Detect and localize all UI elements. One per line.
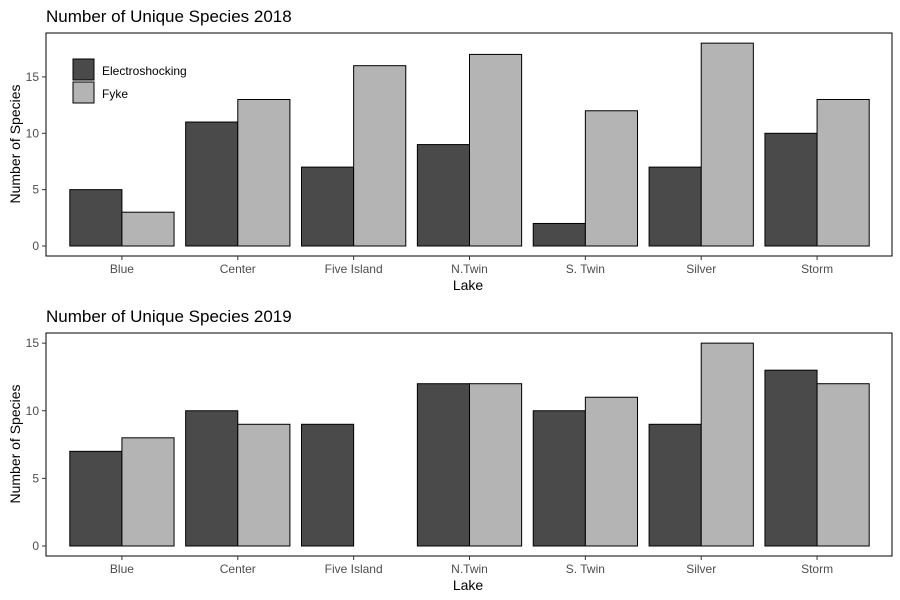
- x-axis-label-2019: Lake: [453, 577, 484, 593]
- legend-swatch-fyke: [72, 81, 95, 104]
- bar-fyke-s-twin: [584, 110, 638, 247]
- bar-fyke-center: [237, 423, 291, 547]
- x-tick-label: N.Twin: [451, 262, 488, 276]
- bar-electroshocking-storm: [764, 132, 818, 247]
- bar-electroshocking-five-island: [301, 423, 355, 547]
- x-tick-label: N.Twin: [451, 562, 488, 576]
- legend-swatch-electroshocking: [72, 58, 95, 81]
- bar-electroshocking-silver: [648, 166, 702, 247]
- x-tick-label: Storm: [801, 262, 833, 276]
- chart-title-2018: Number of Unique Species 2018: [46, 7, 292, 26]
- legend-label-electroshocking: Electroshocking: [102, 64, 187, 78]
- y-tick-label: 0: [32, 539, 39, 553]
- bar-electroshocking-blue: [69, 450, 123, 547]
- bar-fyke-storm: [816, 383, 870, 547]
- bar-fyke-s-twin: [584, 396, 638, 547]
- x-tick-label: Center: [220, 262, 256, 276]
- bar-electroshocking-storm: [764, 369, 818, 547]
- x-tick-label: Five Island: [325, 562, 383, 576]
- x-tick-label: Silver: [686, 562, 716, 576]
- bar-fyke-center: [237, 98, 291, 247]
- y-axis-label-2018: Number of Species: [7, 84, 23, 203]
- x-tick-label: Blue: [110, 262, 134, 276]
- x-tick-label: Storm: [801, 562, 833, 576]
- legend-label-fyke: Fyke: [102, 87, 128, 101]
- bar-electroshocking-n-twin: [416, 144, 471, 247]
- x-tick-label: S. Twin: [566, 562, 605, 576]
- bar-fyke-n-twin: [469, 383, 523, 547]
- bar-electroshocking-n-twin: [416, 383, 471, 547]
- y-tick-label: 10: [26, 126, 40, 140]
- bar-fyke-five-island: [353, 65, 407, 247]
- plot-area-2018: 0 5 10 15 Blue Center Five Island N.Twin S. Twin…: [26, 32, 893, 276]
- y-tick-label: 10: [26, 404, 40, 418]
- bar-fyke-silver: [700, 42, 754, 247]
- x-axis-label-2018: Lake: [453, 277, 484, 293]
- y-tick-label: 15: [26, 70, 40, 84]
- x-tick-label: Five Island: [325, 262, 383, 276]
- y-tick-label: 0: [32, 239, 39, 253]
- bar-fyke-blue: [121, 437, 175, 547]
- y-tick-label: 5: [32, 183, 39, 197]
- x-tick-label: Center: [220, 562, 256, 576]
- y-tick-label: 5: [32, 471, 39, 485]
- y-axis-label-2019: Number of Species: [7, 384, 23, 503]
- bar-fyke-n-twin: [469, 53, 523, 247]
- bar-electroshocking-center: [185, 121, 239, 247]
- y-tick-label: 15: [26, 336, 40, 350]
- bar-electroshocking-s-twin: [532, 410, 586, 547]
- x-tick-label: Blue: [110, 562, 134, 576]
- x-tick-label: S. Twin: [566, 262, 605, 276]
- bar-electroshocking-silver: [648, 423, 702, 547]
- chart-title-2019: Number of Unique Species 2019: [46, 307, 292, 326]
- x-tick-label: Silver: [686, 262, 716, 276]
- bar-fyke-silver: [700, 342, 754, 547]
- bar-electroshocking-center: [185, 410, 239, 547]
- plot-area-2019: 0 5 10 15 Blue Center Five Island N.Twin S. Twin…: [26, 332, 893, 576]
- legend: Electroshocking Fyke: [72, 58, 187, 104]
- bar-electroshocking-s-twin: [532, 222, 586, 247]
- bar-electroshocking-five-island: [301, 166, 355, 247]
- bar-fyke-storm: [816, 98, 870, 247]
- bar-fyke-blue: [121, 211, 175, 247]
- bar-electroshocking-blue: [69, 189, 123, 247]
